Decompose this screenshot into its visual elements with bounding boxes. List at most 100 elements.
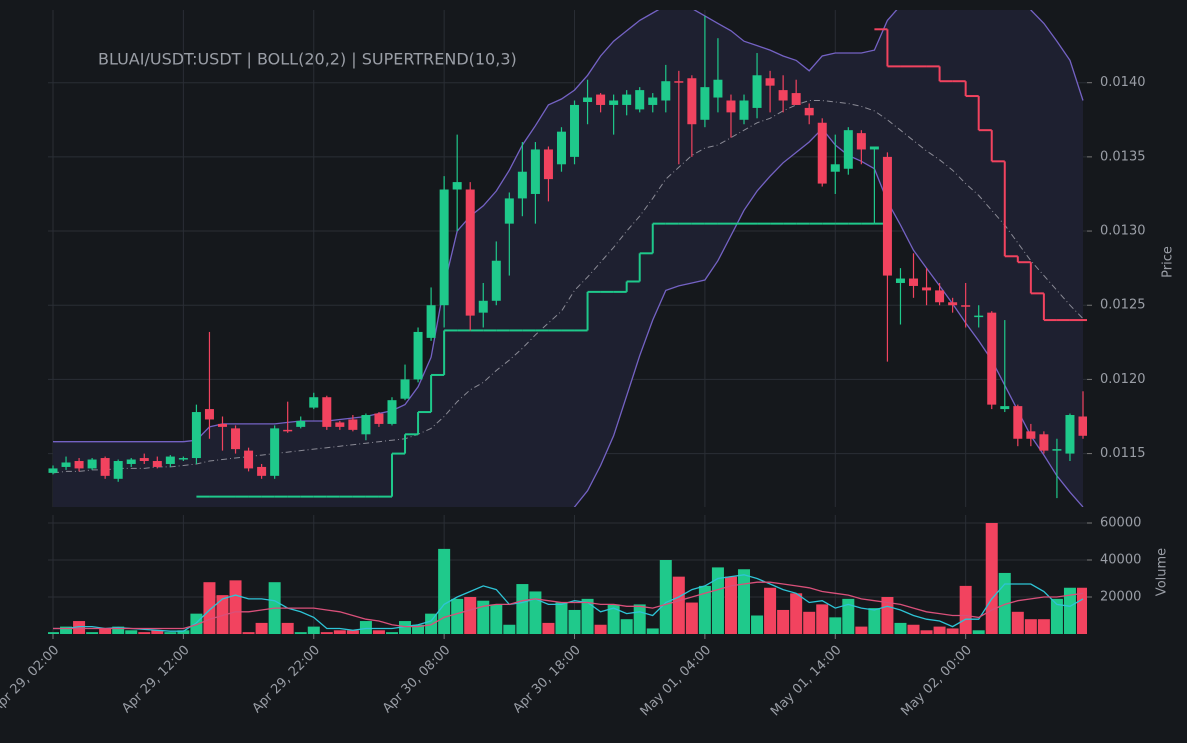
candle-body	[257, 466, 267, 476]
volume-bar	[672, 576, 685, 634]
volume-bar	[1011, 611, 1024, 634]
volume-bar	[1050, 598, 1063, 634]
volume-bar	[790, 593, 803, 634]
volume-bar	[451, 598, 464, 634]
y-axis-label: Price	[1161, 246, 1176, 278]
volume-bar	[633, 604, 646, 634]
volume-bar	[646, 628, 659, 634]
candle-body	[400, 379, 410, 399]
volume-plot	[48, 523, 1087, 634]
candle-body	[504, 198, 514, 224]
candle-body	[244, 450, 254, 469]
volume-bar	[1037, 619, 1050, 634]
volume-bar	[894, 622, 907, 634]
candle-body	[517, 171, 527, 199]
volume-bar	[529, 591, 542, 634]
volume-bar	[920, 630, 933, 634]
volume-bar	[620, 619, 633, 634]
candle-body	[635, 90, 645, 110]
candle-body	[100, 458, 110, 476]
candle-body	[1026, 431, 1036, 439]
candle-body	[1000, 406, 1010, 410]
candle-body	[765, 78, 775, 86]
candle-body	[139, 458, 149, 462]
volume-bar	[1063, 587, 1076, 634]
volume-bar	[607, 604, 620, 634]
candle-body	[322, 397, 332, 427]
volume-bar	[438, 548, 451, 634]
volume-bar	[216, 595, 229, 634]
y-tick-label: 60000	[1100, 516, 1141, 531]
volume-bar	[151, 630, 164, 634]
candle-body	[217, 423, 227, 427]
candle-body	[817, 122, 827, 184]
volume-bar	[320, 632, 333, 634]
candle-body	[869, 146, 879, 150]
candle-body	[165, 456, 175, 464]
candle-body	[1013, 406, 1023, 439]
volume-bar	[464, 597, 477, 634]
candle-body	[413, 331, 423, 380]
candle-body	[674, 81, 684, 83]
volume-bar	[86, 632, 99, 634]
candle-body	[609, 100, 619, 105]
price-plot	[48, 10, 1087, 507]
candle-body	[387, 400, 397, 424]
candle-body	[804, 107, 814, 116]
volume-bar	[959, 585, 972, 634]
candle-body	[374, 413, 384, 424]
candle-body	[543, 149, 553, 180]
volume-bar	[399, 621, 412, 634]
volume-bar	[1077, 587, 1087, 634]
volume-bar	[425, 613, 438, 634]
volume-bar	[372, 630, 385, 634]
volume-bar	[48, 632, 59, 634]
volume-bar	[281, 622, 294, 634]
volume-bar	[1024, 619, 1037, 634]
volume-bar	[764, 587, 777, 634]
volume-bar	[138, 632, 151, 634]
volume-bar	[972, 630, 985, 634]
volume-bar	[738, 569, 751, 634]
volume-bar	[385, 632, 398, 634]
candle-body	[452, 182, 462, 190]
volume-bar	[99, 628, 112, 634]
candle-body	[687, 78, 697, 125]
candle-body	[87, 459, 97, 469]
candle-body	[882, 156, 892, 276]
indicator-line	[53, 581, 1084, 630]
volume-bar	[568, 609, 581, 634]
volume-bar	[555, 602, 568, 634]
volume-bar	[60, 626, 73, 634]
candle-body	[348, 419, 358, 430]
candle-body	[439, 189, 449, 306]
candle-body	[856, 133, 866, 150]
candle-body	[491, 260, 501, 301]
volume-bar	[751, 615, 764, 634]
candle-body	[1039, 434, 1049, 451]
volume-bar	[659, 560, 672, 634]
volume-bar	[698, 585, 711, 634]
volume-bar	[711, 567, 724, 634]
candle-body	[948, 302, 958, 306]
y-tick-label: 20000	[1100, 590, 1141, 605]
y-tick-label: 0.0140	[1100, 75, 1146, 90]
candle-body	[270, 428, 280, 476]
candle-body	[152, 461, 162, 467]
candle-body	[661, 81, 671, 101]
candle-body	[622, 94, 632, 105]
candle-body	[739, 100, 749, 120]
candle-body	[726, 100, 736, 113]
candle-body	[974, 315, 984, 318]
y-tick-label: 0.0130	[1100, 224, 1146, 239]
volume-bar	[946, 628, 959, 634]
candle-body	[204, 409, 214, 420]
candle-body	[556, 131, 566, 165]
volume-bar	[516, 584, 529, 634]
volume-bar	[164, 632, 177, 634]
volume-bar	[255, 622, 268, 634]
candle-body	[426, 305, 436, 338]
candle-body	[231, 428, 241, 450]
boll-band-fill	[53, 10, 1083, 507]
